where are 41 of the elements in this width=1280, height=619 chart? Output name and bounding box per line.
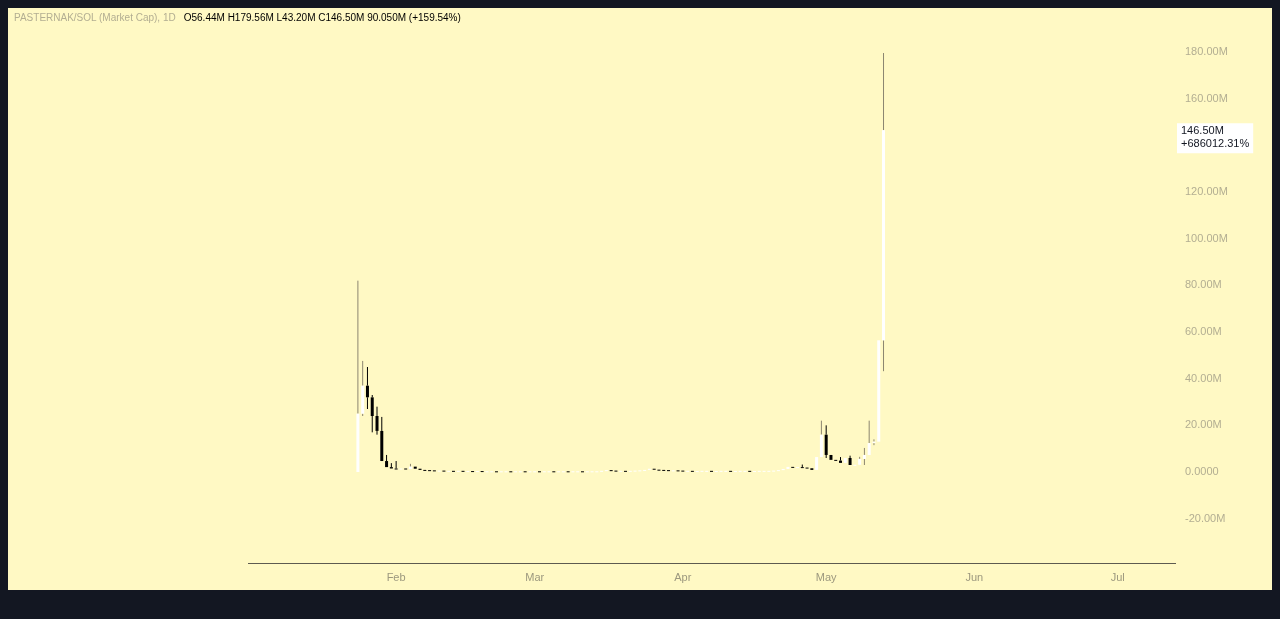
y-tick-label: 80.00M [1185, 278, 1222, 291]
candlestick [877, 340, 881, 442]
candlestick [843, 458, 847, 463]
y-tick-label: 60.00M [1185, 325, 1222, 338]
y-tick-label: 180.00M [1185, 45, 1228, 58]
y-tick-label: -20.00M [1185, 511, 1226, 524]
candlestick [389, 462, 393, 469]
candlestick [413, 466, 417, 469]
candlestick [858, 456, 862, 465]
candlestick [819, 420, 823, 458]
x-tick-label: May [815, 570, 838, 583]
candlestick [786, 466, 790, 469]
candlestick [848, 455, 852, 465]
y-tick-label: 120.00M [1185, 185, 1228, 198]
candlestick [824, 424, 828, 459]
candlestick [862, 447, 866, 466]
candlestick [882, 52, 886, 372]
y-tick-label: 20.00M [1185, 418, 1222, 431]
y-tick-label: 100.00M [1185, 231, 1228, 244]
x-tick-label: Jun [965, 570, 984, 583]
x-tick-label: Mar [525, 570, 545, 583]
text: PASTERNAK/SOL (Market Cap), 1D [14, 12, 176, 23]
candlestick [385, 454, 389, 468]
candlestick [380, 416, 384, 462]
candlestick [781, 468, 785, 471]
candlestick [394, 460, 398, 470]
chart-subtitle: O56.44M H179.56M L43.20M C146.50M 90.050M (+159.54%) [183, 12, 461, 23]
candlestick [867, 420, 871, 455]
text: 146.50M +686012.31% [1181, 123, 1250, 149]
x-tick-label: Jul [1110, 570, 1125, 583]
candlestick [375, 406, 379, 436]
y-tick-label: 40.00M [1185, 371, 1222, 384]
candlestick [365, 366, 369, 410]
x-tick-label: Apr [674, 570, 692, 583]
candlestick [356, 280, 360, 472]
y-tick-label: 0.0000 [1185, 465, 1219, 478]
x-tick-label: Feb [386, 570, 406, 583]
candlestick [370, 394, 374, 433]
y-tick-label: 160.00M [1185, 91, 1228, 104]
candlestick [361, 360, 365, 417]
candlestick [815, 457, 819, 470]
